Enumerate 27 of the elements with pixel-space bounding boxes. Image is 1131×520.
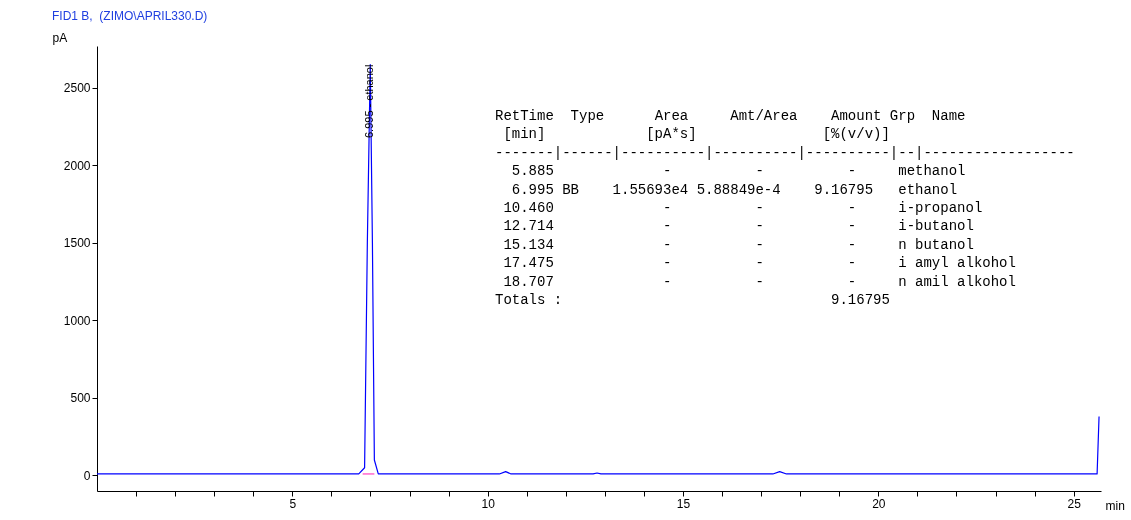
annotation: 18.707 - - - n amil alkohol: [503, 273, 1016, 290]
annotation: [min] [pA*s] [%(v/v)]: [503, 126, 890, 143]
annotation: 12.714 - - - i-butanol: [503, 218, 974, 235]
x-tick-label: 25: [1067, 496, 1082, 511]
annotation: 6.995 - ethanol: [363, 64, 376, 138]
annotation: 15.134 - - - n butanol: [503, 236, 974, 253]
y-axis-title: pA: [52, 30, 68, 45]
x-tick-label: 5: [289, 496, 297, 511]
x-axis-title: min: [1105, 498, 1125, 513]
line-series: [97, 64, 1100, 475]
annotation: 10.460 - - - i-propanol: [503, 200, 983, 216]
y-tick-label: 1500: [63, 236, 91, 251]
x-tick-label: 20: [872, 496, 886, 511]
chart-title: FID1 B, (ZIMO\APRIL330.D): [52, 9, 208, 23]
annotation: 5.885 - - - methanol: [511, 163, 966, 180]
annotation: -------|------|----------|----------|----------|--|------------------: [495, 144, 1075, 161]
annotation: RetTime Type Area Amt/Area Amount Grp Name: [495, 108, 966, 124]
y-tick-label: 1000: [63, 313, 91, 328]
annotation: Totals : 9.16795: [495, 292, 890, 308]
x-tick-label: 15: [676, 496, 691, 511]
y-tick-label: 500: [70, 391, 91, 406]
annotation: 6.995 BB 1.55693e4 5.88849e-4 9.16795 ethanol: [511, 181, 958, 198]
annotation: 17.475 - - - i amyl alkohol: [503, 255, 1016, 272]
y-tick-label: 0: [83, 468, 91, 483]
y-tick-label: 2500: [63, 81, 91, 96]
y-tick-label: 2000: [63, 158, 91, 173]
x-tick-label: 10: [481, 496, 496, 511]
